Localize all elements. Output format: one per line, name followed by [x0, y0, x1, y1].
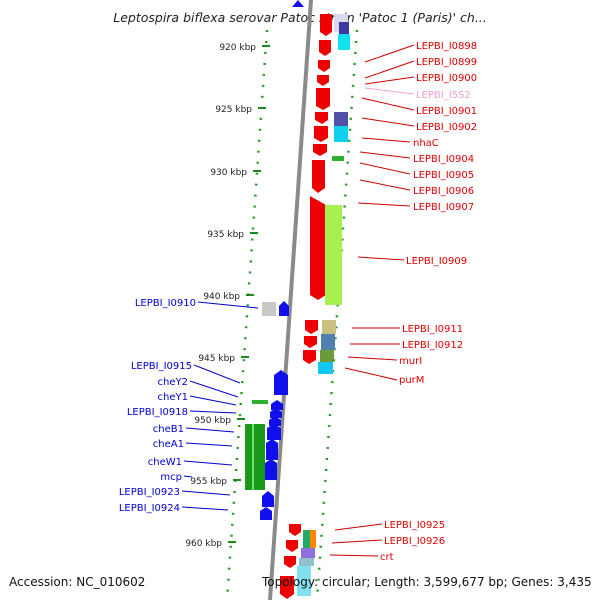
gene-label: LEPBI_I0910 — [135, 298, 196, 309]
accession-text: Accession: NC_010602 — [9, 575, 146, 589]
gene-label: cheY1 — [158, 392, 188, 403]
gene-label: LEPBI_I0906 — [413, 186, 474, 197]
gene-label: LEPBI_I0915 — [131, 361, 192, 372]
gene-label: cheA1 — [153, 439, 184, 450]
gene-label: LEPBI_I0911 — [402, 324, 463, 335]
scale-tick-960: 960 kbp — [185, 539, 236, 549]
backbone — [268, 0, 313, 600]
svg-text:935 kbp: 935 kbp — [207, 230, 244, 240]
gene-label: LEPBI_I0900 — [416, 73, 477, 84]
feature-bars — [245, 14, 350, 596]
scale-tick-920: 920 kbp — [219, 43, 270, 53]
scale-tick-950: 950 kbp — [194, 416, 245, 426]
svg-text:960 kbp: 960 kbp — [185, 539, 222, 549]
gene-label: LEPBI_I0901 — [416, 106, 477, 117]
svg-text:925 kbp: 925 kbp — [215, 105, 252, 115]
gene-label: purM — [399, 375, 424, 386]
svg-text:945 kbp: 945 kbp — [198, 354, 235, 364]
scale-tick-940: 940 kbp — [203, 292, 254, 302]
scale-tick-925: 925 kbp — [215, 105, 266, 115]
gene-label: LEPBI_I0899 — [416, 57, 477, 68]
gene-arrow — [292, 0, 304, 7]
forward-genes — [280, 14, 332, 599]
map-title: Leptospira biflexa serovar Patoc strain … — [113, 10, 487, 25]
svg-text:955 kbp: 955 kbp — [190, 477, 227, 487]
scale-tick-955: 955 kbp — [190, 477, 241, 487]
gene-label: mcp — [160, 472, 182, 483]
gene-label: cheB1 — [153, 424, 184, 435]
left-connectors — [181, 301, 259, 511]
svg-text:920 kbp: 920 kbp — [219, 43, 256, 53]
gene-label: LEPBI_I0925 — [384, 520, 445, 531]
gene-label: LEPBI_I0902 — [416, 122, 477, 133]
scale-tick-945: 945 kbp — [198, 354, 249, 364]
reverse-genes — [260, 301, 289, 520]
gene-label: murI — [399, 356, 422, 367]
right-connectors — [329, 44, 415, 557]
svg-text:930 kbp: 930 kbp — [210, 168, 247, 178]
topology-text: Topology: circular; Length: 3,599,677 bp… — [262, 575, 592, 589]
scale-tick-935: 935 kbp — [207, 230, 258, 240]
gene-label: crt — [380, 552, 394, 563]
gene-label: LEPBI_I0904 — [413, 154, 474, 165]
svg-text:950 kbp: 950 kbp — [194, 416, 231, 426]
gene-label: LEPBI_I0923 — [119, 487, 180, 498]
scale-tick-930: 930 kbp — [210, 168, 261, 178]
gene-label: LEPBI_I0898 — [416, 41, 477, 52]
gene-label: LEPBI_I0918 — [127, 407, 188, 418]
gene-label: LEPBI_I0905 — [413, 170, 474, 181]
gene-label: LEPBI_I0912 — [402, 340, 463, 351]
gene-label: cheW1 — [148, 457, 182, 468]
gene-label: LEPBI_I0907 — [413, 202, 474, 213]
gene-label: cheY2 — [158, 377, 188, 388]
gene-label: LEPBI_I0909 — [406, 256, 467, 267]
left-labels: LEPBI_I0910 LEPBI_I0915 cheY2 cheY1 LEPB… — [119, 298, 196, 514]
svg-text:940 kbp: 940 kbp — [203, 292, 240, 302]
gene-label: LEPBI_I0924 — [119, 503, 180, 514]
right-labels: LEPBI_I0898 LEPBI_I0899 LEPBI_I0900 LEPB… — [380, 41, 477, 563]
gene-label: LEPBI_I0926 — [384, 536, 445, 547]
gene-label: nhaC — [413, 138, 439, 149]
gene-label: LEPBI_I5S2 — [416, 90, 471, 101]
